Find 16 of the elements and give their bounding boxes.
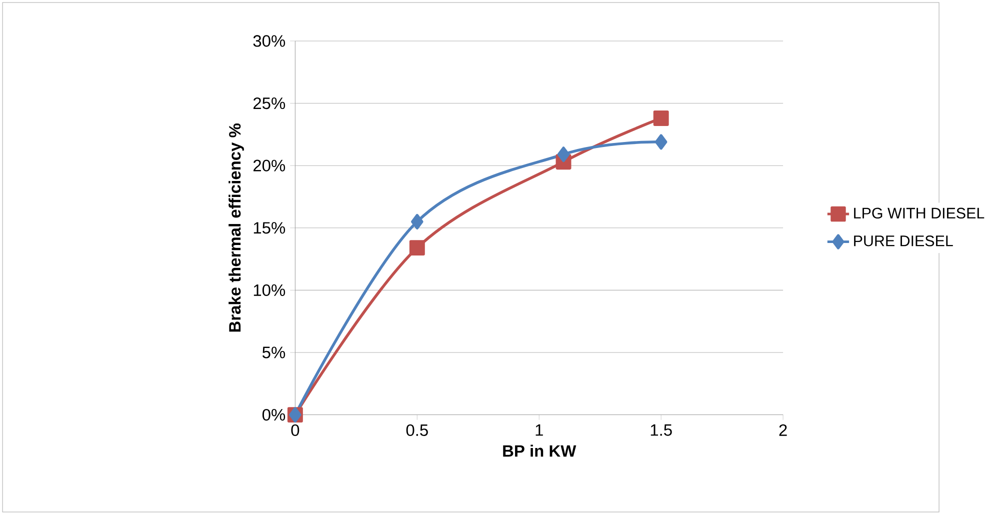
legend-label: LPG WITH DIESEL — [854, 208, 984, 218]
y-tick-label: 25% — [253, 97, 286, 109]
x-tick-label: 2 — [779, 424, 787, 436]
y-axis-title: Brake thermal efficiency % — [228, 123, 244, 332]
y-tick-label: 5% — [262, 346, 286, 358]
legend-label: PURE DIESEL — [854, 235, 953, 246]
y-tick-label: 15% — [254, 222, 286, 234]
y-tick-label: 0% — [262, 408, 286, 420]
y-tick-label: 10% — [254, 284, 286, 296]
x-tick-label: 1 — [536, 424, 543, 436]
x-tick-label: 1.5 — [650, 424, 672, 436]
x-tick-label: 0.5 — [406, 424, 428, 436]
x-tick-label: 0 — [291, 424, 300, 436]
y-tick-label: 20% — [253, 160, 286, 172]
y-tick-label: 30% — [253, 34, 286, 47]
x-axis-title: BP in KW — [503, 444, 576, 456]
